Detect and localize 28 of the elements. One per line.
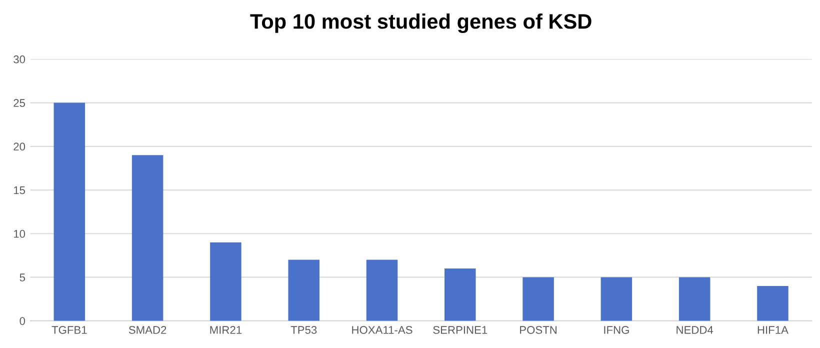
bar [132,155,164,321]
x-tick-label: SMAD2 [128,326,166,334]
bar [210,242,242,321]
y-tick-label: 30 [14,55,26,64]
x-tick-label: NEDD4 [676,326,714,334]
y-tick-label: 5 [20,274,26,282]
y-tick-label: 0 [20,317,26,325]
chart-title: Top 10 most studied genes of KSD [250,14,592,34]
bar [678,277,710,321]
x-tick-label: HIF1A [758,326,788,334]
bar [444,268,476,321]
bar [288,260,320,321]
x-tick-label: MIR21 [210,326,242,334]
y-tick-label: 20 [14,142,26,151]
bar [757,286,788,321]
y-tick-label: 15 [14,186,26,194]
bar [600,277,632,321]
y-tick-label: 10 [14,230,26,238]
x-tick-label: SERPINE1 [433,326,488,334]
x-tick-label: TP53 [290,326,317,334]
y-tick-label: 25 [14,99,26,107]
x-tick-label: HOXA11-AS [352,326,412,334]
x-tick-label: POSTN [520,326,557,334]
x-tick-label: IFNG [604,326,629,334]
bar [54,102,86,321]
x-tick-label: TGFB1 [52,326,87,334]
bar [522,277,554,321]
bar [366,260,398,321]
